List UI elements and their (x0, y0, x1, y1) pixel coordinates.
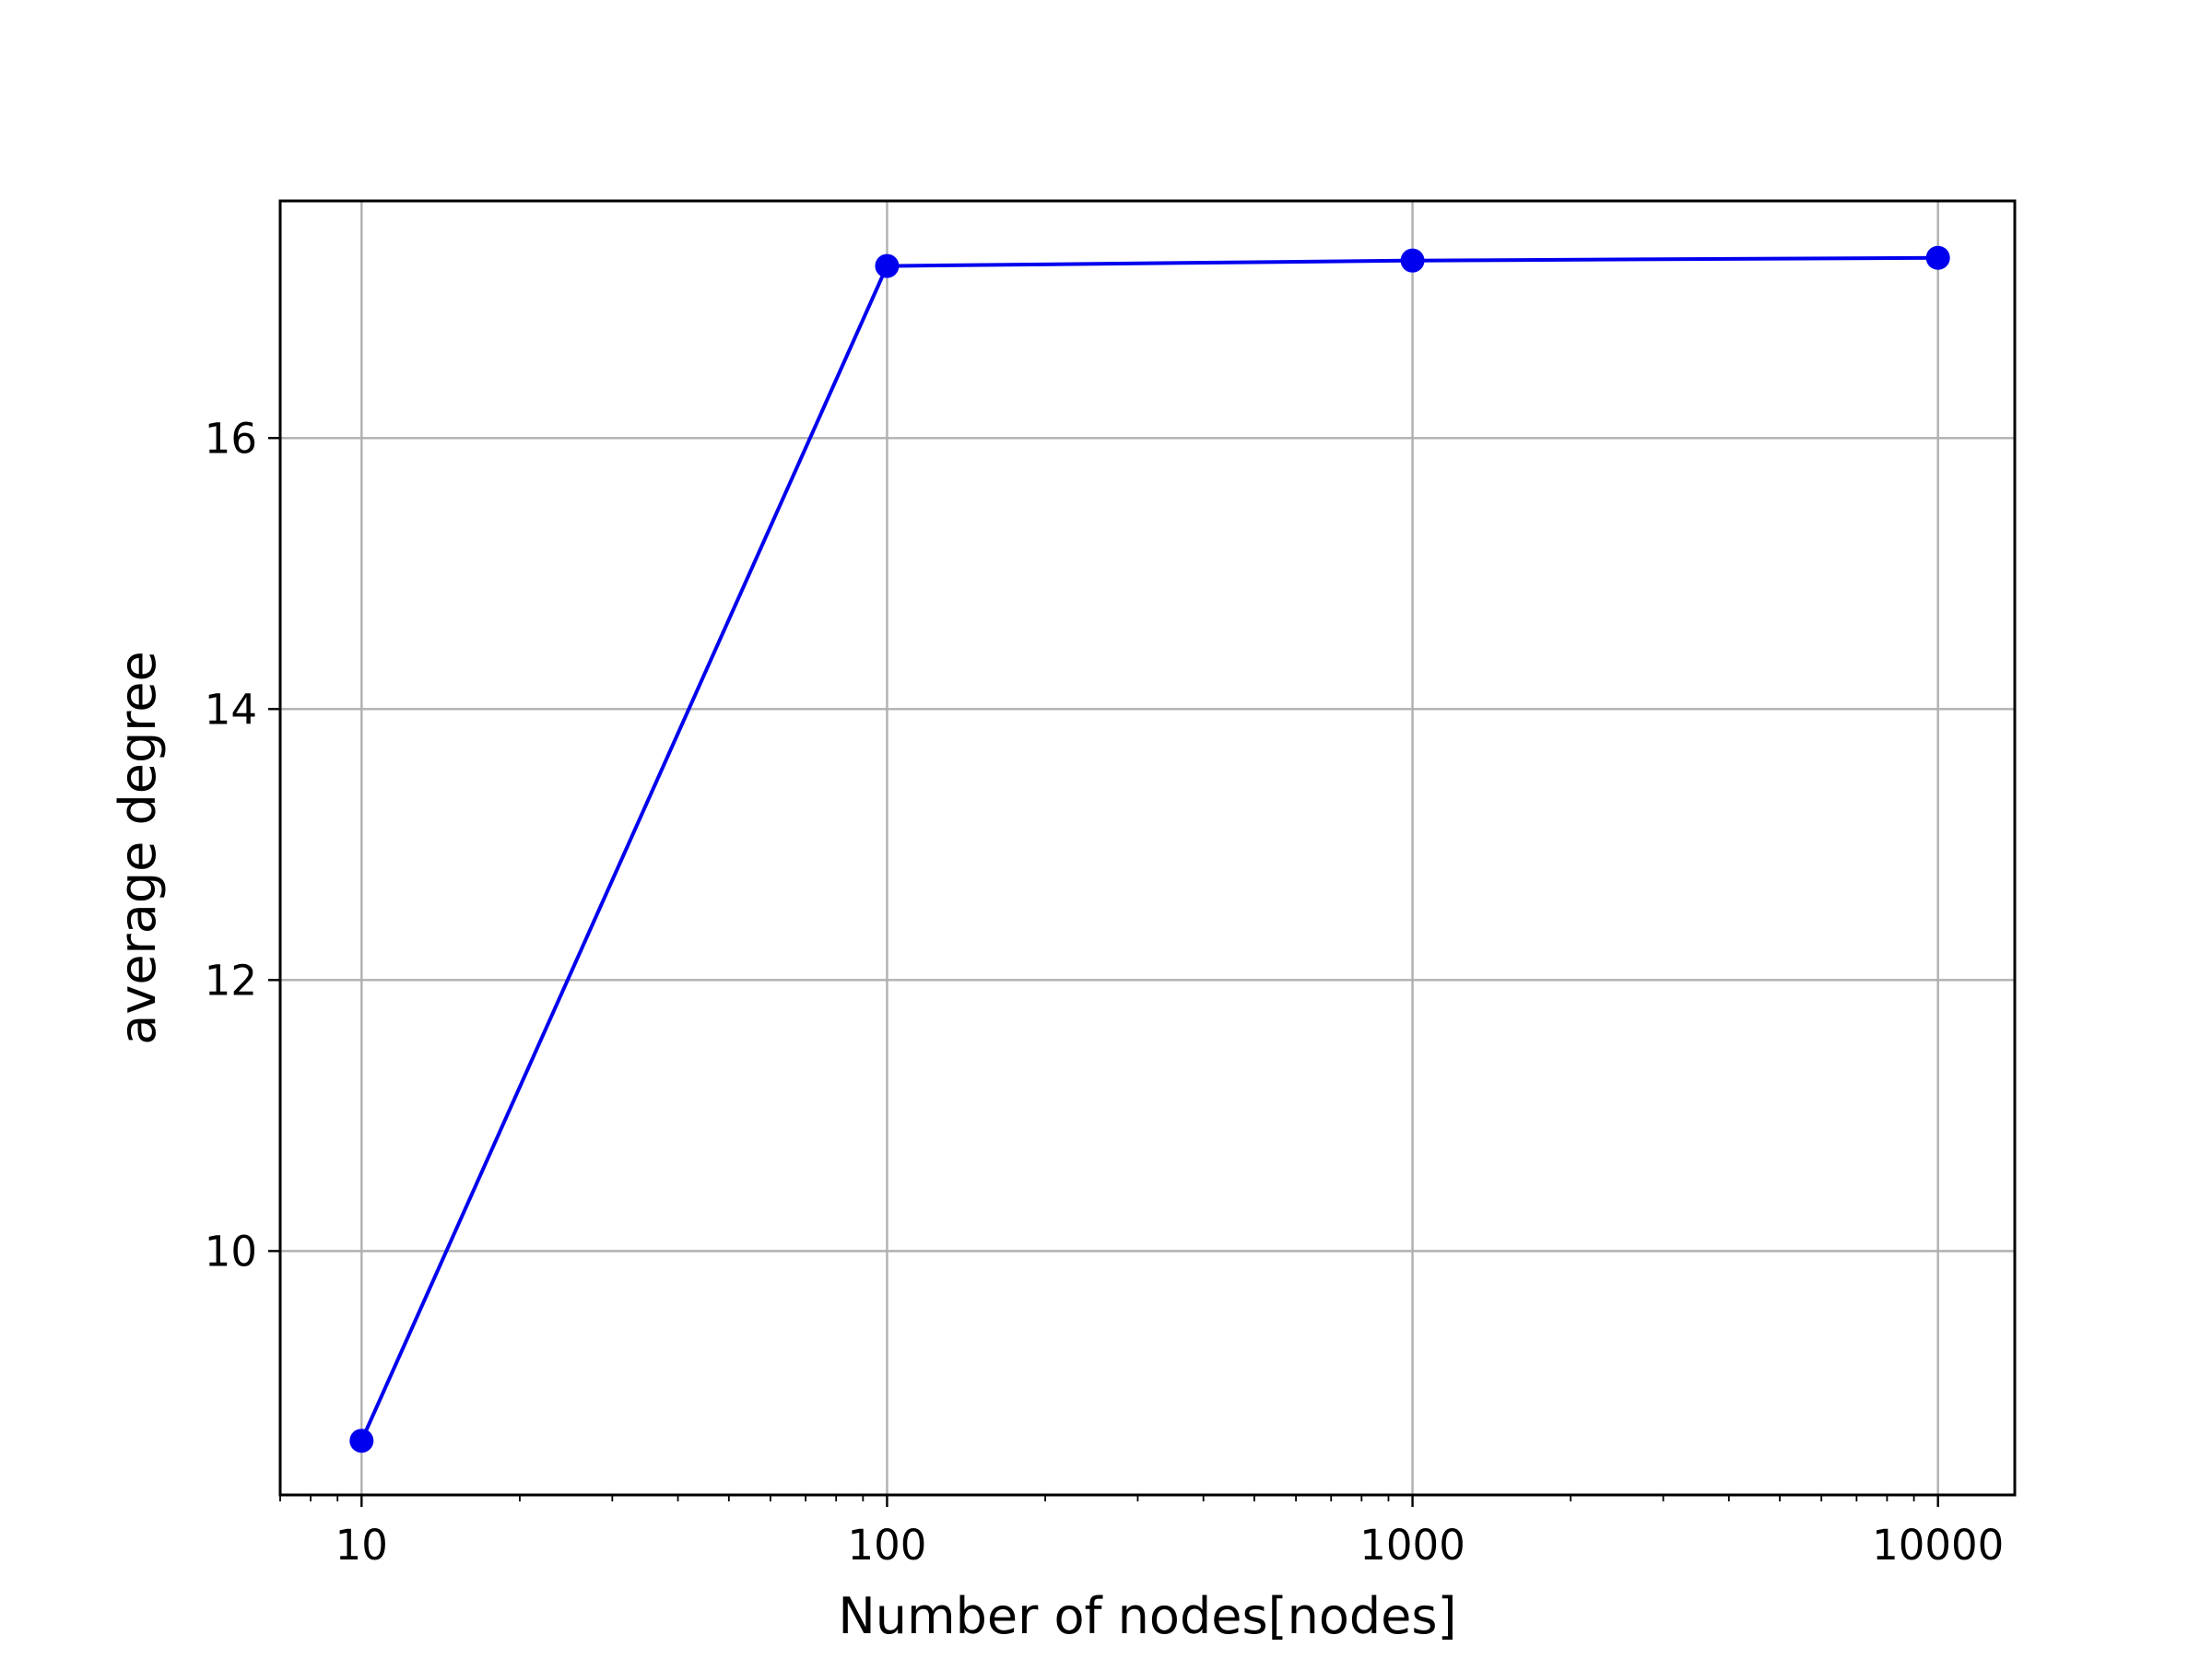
y-tick-label: 14 (205, 685, 257, 734)
series-layer (349, 245, 1950, 1453)
x-axis-title: Number of nodes[nodes] (838, 1587, 1456, 1645)
y-axis-title: average degree (109, 651, 167, 1044)
x-tick-label: 1000 (1359, 1521, 1465, 1570)
major-ticks (268, 437, 1939, 1507)
tick-labels: 10 100 1000 10000 10 12 14 16 (205, 414, 2005, 1570)
data-point (1400, 248, 1425, 273)
y-tick-label: 16 (205, 414, 257, 463)
x-tick-label: 10 (335, 1521, 388, 1570)
x-tick-label: 100 (847, 1521, 926, 1570)
x-tick-label: 10000 (1872, 1521, 2004, 1570)
data-point (349, 1429, 374, 1453)
y-tick-label: 10 (205, 1227, 257, 1276)
data-point (875, 253, 900, 278)
y-tick-label: 12 (205, 956, 257, 1005)
plot-frame (278, 199, 2017, 1497)
data-point (1925, 245, 1950, 270)
series-line (359, 255, 1938, 1442)
